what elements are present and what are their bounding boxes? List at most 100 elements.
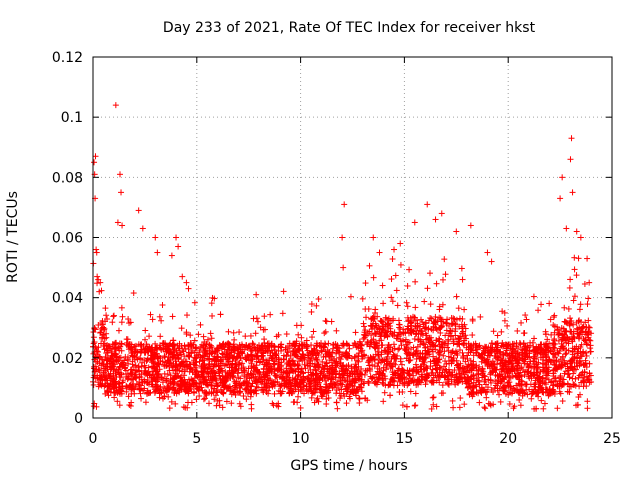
scatter-point xyxy=(165,393,172,400)
x-tick-label: 20 xyxy=(499,431,517,447)
scatter-point xyxy=(146,333,153,340)
scatter-point xyxy=(191,337,198,344)
scatter-point xyxy=(123,336,130,343)
scatter-point xyxy=(370,274,377,281)
scatter-point xyxy=(131,390,138,397)
scatter-point xyxy=(363,314,370,321)
scatter-point xyxy=(310,328,317,335)
scatter-point xyxy=(389,298,396,305)
scatter-point xyxy=(562,351,569,358)
scatter-point xyxy=(314,349,321,356)
scatter-point xyxy=(253,315,260,322)
scatter-point xyxy=(343,400,350,407)
scatter-point xyxy=(531,335,538,342)
scatter-point xyxy=(236,329,243,336)
scatter-point xyxy=(427,270,434,277)
scatter-point xyxy=(197,321,204,328)
scatter-point xyxy=(572,375,579,382)
scatter-point xyxy=(453,316,460,323)
scatter-point xyxy=(538,301,545,308)
scatter-point xyxy=(116,402,123,409)
scatter-point xyxy=(407,388,414,395)
scatter-point xyxy=(565,305,572,312)
scatter-point xyxy=(376,249,383,256)
scatter-point xyxy=(152,234,159,241)
scatter-point xyxy=(379,282,386,289)
scatter-point xyxy=(93,403,100,410)
scatter-point xyxy=(412,304,419,311)
y-tick-label: 0.1 xyxy=(61,110,83,126)
scatter-point xyxy=(437,329,444,336)
scatter-point xyxy=(130,290,137,297)
scatter-point xyxy=(394,302,401,309)
scatter-point xyxy=(501,317,508,324)
scatter-point xyxy=(195,331,202,338)
scatter-point xyxy=(169,313,176,320)
scatter-point xyxy=(494,332,501,339)
scatter-point xyxy=(458,265,465,272)
scatter-point xyxy=(323,318,330,325)
scatter-point xyxy=(178,325,185,332)
x-tick-label: 0 xyxy=(89,431,98,447)
scatter-point xyxy=(462,358,469,365)
scatter-point xyxy=(566,284,573,291)
scatter-point xyxy=(453,293,460,300)
x-tick-label: 15 xyxy=(395,431,413,447)
scatter-point xyxy=(541,400,548,407)
scatter-point xyxy=(548,331,555,338)
scatter-point xyxy=(443,327,450,334)
scatter-point xyxy=(247,332,254,339)
scatter-point xyxy=(482,405,489,412)
scatter-point xyxy=(323,395,330,402)
y-tick-label: 0.04 xyxy=(52,291,83,307)
scatter-point xyxy=(576,306,583,313)
scatter-point xyxy=(360,320,367,327)
scatter-point xyxy=(391,246,398,253)
scatter-point xyxy=(398,342,405,349)
scatter-point xyxy=(583,341,590,348)
scatter-point xyxy=(380,300,387,307)
scatter-point xyxy=(586,279,593,286)
x-tick-label: 25 xyxy=(603,431,621,447)
scatter-point xyxy=(359,295,366,302)
scatter-point xyxy=(540,405,547,412)
scatter-point xyxy=(202,395,209,402)
scatter-point xyxy=(568,135,575,142)
scatter-point xyxy=(412,278,419,285)
scatter-point xyxy=(411,314,418,321)
y-tick-label: 0.02 xyxy=(52,351,83,367)
scatter-point xyxy=(570,297,577,304)
scatter-point xyxy=(403,299,410,306)
x-tick-label: 5 xyxy=(192,431,201,447)
scatter-point xyxy=(157,333,164,340)
scatter-point xyxy=(497,398,504,405)
scatter-point xyxy=(483,394,490,401)
chart-title: Day 233 of 2021, Rate Of TEC Index for r… xyxy=(163,20,536,36)
scatter-point xyxy=(94,280,101,287)
scatter-point xyxy=(183,312,190,319)
scatter-point xyxy=(436,306,443,313)
scatter-point xyxy=(411,219,418,226)
scatter-point xyxy=(461,306,468,313)
scatter-point xyxy=(280,288,287,295)
scatter-point xyxy=(179,273,186,280)
scatter-point xyxy=(253,291,260,298)
scatter-point xyxy=(488,258,495,265)
scatter-point xyxy=(110,313,117,320)
scatter-point xyxy=(395,346,402,353)
scatter-point xyxy=(156,313,163,320)
scatter-point xyxy=(142,336,149,343)
scatter-point xyxy=(166,405,173,412)
scatter-point xyxy=(237,403,244,410)
scatter-point xyxy=(554,405,561,412)
scatter-point xyxy=(563,319,570,326)
scatter-point xyxy=(559,398,566,405)
scatter-point xyxy=(381,389,388,396)
scatter-point xyxy=(347,293,354,300)
scatter-point xyxy=(230,329,237,336)
scatter-point xyxy=(567,156,574,163)
scatter-point xyxy=(208,335,215,342)
scatter-point xyxy=(445,381,452,388)
scatter-point xyxy=(333,350,340,357)
scatter-point xyxy=(442,271,449,278)
